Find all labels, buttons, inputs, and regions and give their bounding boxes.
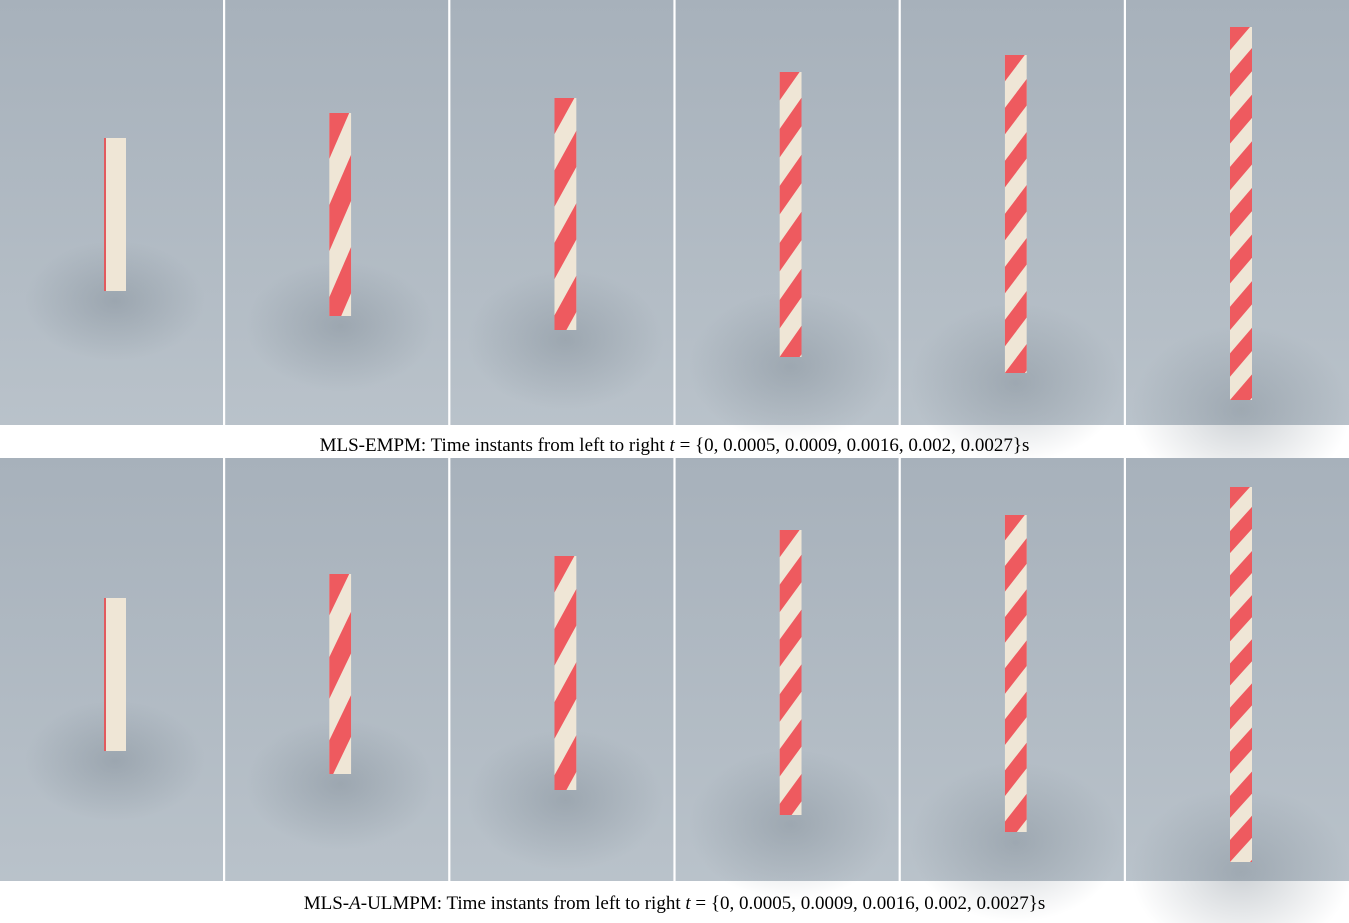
caption-text: A <box>349 893 361 914</box>
figure <box>0 0 1349 923</box>
rod-body <box>104 138 126 291</box>
caption-text: MLS- <box>304 893 349 914</box>
page: MLS-EMPM: Time instants from left to rig… <box>0 0 1349 923</box>
caption-text: = {0, 0.0005, 0.0009, 0.0016, 0.002, 0.0… <box>675 435 1030 456</box>
rod-edge <box>104 598 106 751</box>
caption: MLS-A-ULMPM: Time instants from left to … <box>0 893 1349 915</box>
caption-text: MLS-EMPM: Time instants from left to rig… <box>320 435 670 456</box>
caption-text: -ULMPM: Time instants from left to right <box>361 893 686 914</box>
caption-text: = {0, 0.0005, 0.0009, 0.0016, 0.002, 0.0… <box>691 893 1046 914</box>
rod <box>1005 0 1027 399</box>
rod <box>1230 0 1252 423</box>
rod-body <box>104 598 126 751</box>
rod <box>1230 419 1252 907</box>
caption: MLS-EMPM: Time instants from left to rig… <box>0 435 1349 457</box>
rod <box>104 598 126 751</box>
rod <box>104 138 126 291</box>
rod-edge <box>104 138 106 291</box>
